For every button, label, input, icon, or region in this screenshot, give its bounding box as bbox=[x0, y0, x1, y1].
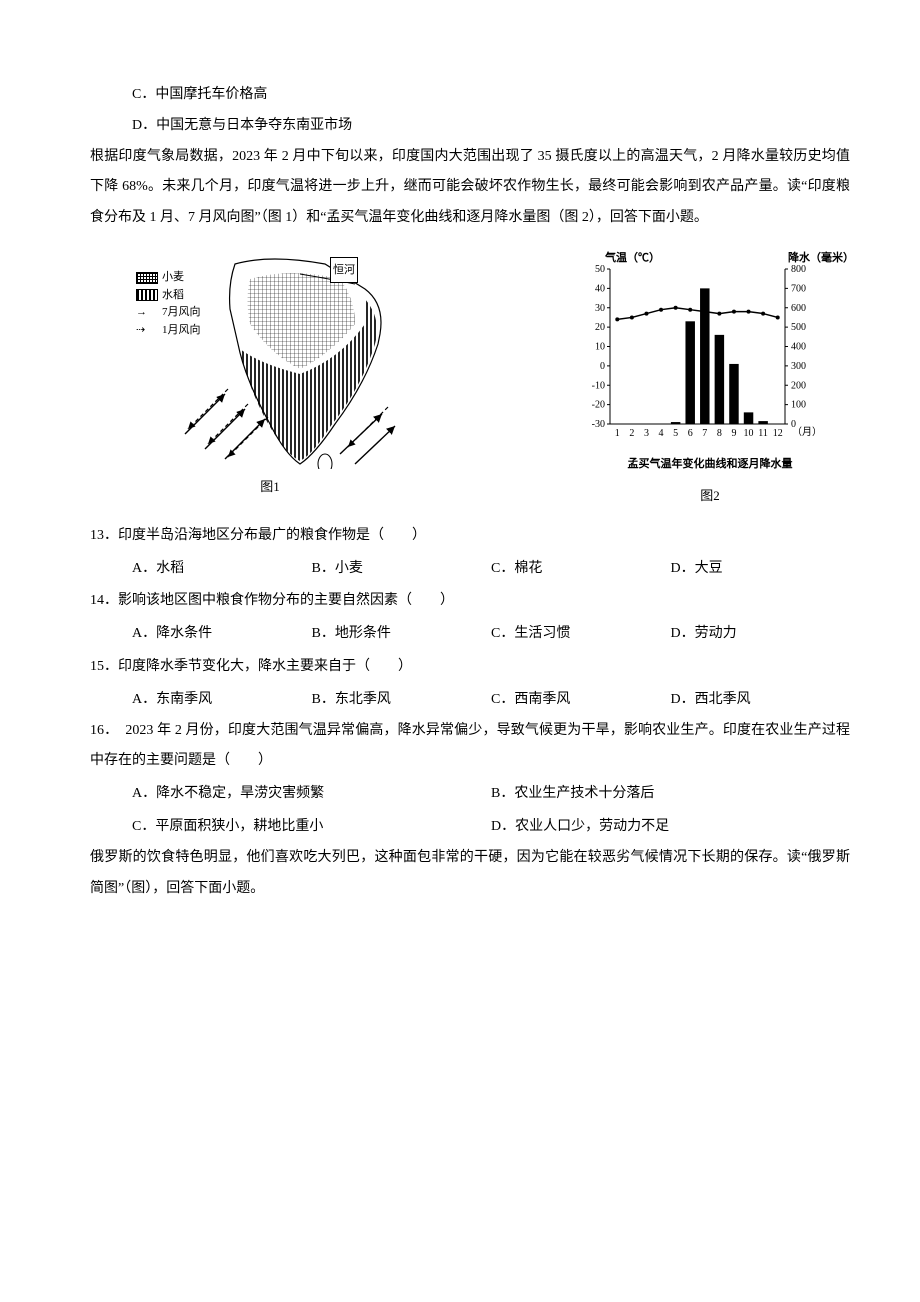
svg-text:11: 11 bbox=[758, 428, 768, 439]
q15-c: C．西南季风 bbox=[491, 685, 671, 716]
question-13: 13．印度半岛沿海地区分布最广的粮食作物是（ ） bbox=[90, 521, 850, 552]
svg-text:10: 10 bbox=[595, 341, 605, 352]
q15-a: A．东南季风 bbox=[132, 685, 312, 716]
legend-jan-wind: ⇢ 1月风向 bbox=[136, 322, 201, 340]
figure1-caption: 图1 bbox=[260, 473, 280, 502]
svg-text:5: 5 bbox=[673, 428, 678, 439]
figure-2: 气温（℃） 降水（毫米） -30-20-1001020304050 010020… bbox=[570, 249, 850, 511]
q14-options: A．降水条件 B．地形条件 C．生活习惯 D．劳动力 bbox=[90, 619, 850, 650]
legend-jan-label: 1月风向 bbox=[162, 322, 201, 340]
svg-text:300: 300 bbox=[791, 361, 806, 372]
q16-b: B．农业生产技术十分落后 bbox=[491, 779, 850, 810]
svg-text:9: 9 bbox=[731, 428, 736, 439]
legend-wheat-label: 小麦 bbox=[162, 269, 184, 287]
precip-axis-title: 降水（毫米） bbox=[788, 250, 850, 264]
q13-d: D．大豆 bbox=[671, 554, 851, 585]
svg-text:6: 6 bbox=[688, 428, 693, 439]
figure2-caption: 图2 bbox=[700, 482, 720, 511]
svg-text:4: 4 bbox=[659, 428, 664, 439]
option-12d: D．中国无意与日本争夺东南亚市场 bbox=[90, 111, 850, 142]
q14-a: A．降水条件 bbox=[132, 619, 312, 650]
svg-text:10: 10 bbox=[744, 428, 754, 439]
arrow-dashed-icon: ⇢ bbox=[136, 322, 158, 340]
svg-text:-10: -10 bbox=[592, 380, 605, 391]
svg-text:3: 3 bbox=[644, 428, 649, 439]
wheat-pattern-icon bbox=[136, 272, 158, 284]
figures-row: 小麦 水稻 → 7月风向 ⇢ 1月风向 恒河 bbox=[130, 249, 850, 511]
svg-text:200: 200 bbox=[791, 380, 806, 391]
q13-b: B．小麦 bbox=[312, 554, 492, 585]
x-unit: （月） bbox=[792, 426, 822, 438]
q16-d: D．农业人口少，劳动力不足 bbox=[491, 812, 850, 843]
svg-text:12: 12 bbox=[773, 428, 783, 439]
svg-text:-30: -30 bbox=[592, 419, 605, 430]
svg-text:20: 20 bbox=[595, 322, 605, 333]
svg-text:800: 800 bbox=[791, 264, 806, 275]
legend-rice: 水稻 bbox=[136, 287, 201, 305]
legend-wheat: 小麦 bbox=[136, 269, 201, 287]
india-map: 小麦 水稻 → 7月风向 ⇢ 1月风向 恒河 bbox=[130, 249, 410, 469]
mumbai-chart-svg: 气温（℃） 降水（毫米） -30-20-1001020304050 010020… bbox=[570, 249, 850, 449]
svg-text:1: 1 bbox=[615, 428, 620, 439]
arrow-solid-icon: → bbox=[136, 304, 158, 322]
svg-text:700: 700 bbox=[791, 283, 806, 294]
svg-text:600: 600 bbox=[791, 303, 806, 314]
q14-c: C．生活习惯 bbox=[491, 619, 671, 650]
q16-a: A．降水不稳定，旱涝灾害频繁 bbox=[132, 779, 491, 810]
q16-options-row1: A．降水不稳定，旱涝灾害频繁 B．农业生产技术十分落后 bbox=[90, 779, 850, 810]
svg-text:100: 100 bbox=[791, 400, 806, 411]
q14-d: D．劳动力 bbox=[671, 619, 851, 650]
svg-text:8: 8 bbox=[717, 428, 722, 439]
q14-b: B．地形条件 bbox=[312, 619, 492, 650]
question-14: 14．影响该地区图中粮食作物分布的主要自然因素（ ） bbox=[90, 586, 850, 617]
legend-july-label: 7月风向 bbox=[162, 304, 201, 322]
q13-c: C．棉花 bbox=[491, 554, 671, 585]
question-16: 16． 2023 年 2 月份，印度大范围气温异常偏高，降水异常偏少，导致气候更… bbox=[90, 716, 850, 778]
svg-text:2: 2 bbox=[629, 428, 634, 439]
option-12c: C．中国摩托车价格高 bbox=[90, 80, 850, 111]
mumbai-chart-caption: 孟买气温年变化曲线和逐月降水量 bbox=[628, 452, 793, 476]
figure-1: 小麦 水稻 → 7月风向 ⇢ 1月风向 恒河 bbox=[130, 249, 410, 502]
svg-text:7: 7 bbox=[702, 428, 707, 439]
svg-text:30: 30 bbox=[595, 303, 605, 314]
legend-rice-label: 水稻 bbox=[162, 287, 184, 305]
svg-text:-20: -20 bbox=[592, 400, 605, 411]
river-label: 恒河 bbox=[330, 257, 358, 283]
q15-b: B．东北季风 bbox=[312, 685, 492, 716]
svg-text:40: 40 bbox=[595, 283, 605, 294]
q16-c: C．平原面积狭小，耕地比重小 bbox=[132, 812, 491, 843]
svg-text:400: 400 bbox=[791, 341, 806, 352]
svg-text:500: 500 bbox=[791, 322, 806, 333]
passage-russia: 俄罗斯的饮食特色明显，他们喜欢吃大列巴，这种面包非常的干硬，因为它能在较恶劣气候… bbox=[90, 843, 850, 905]
svg-text:0: 0 bbox=[600, 361, 605, 372]
legend-july-wind: → 7月风向 bbox=[136, 304, 201, 322]
q13-a: A．水稻 bbox=[132, 554, 312, 585]
svg-text:50: 50 bbox=[595, 264, 605, 275]
map-legend: 小麦 水稻 → 7月风向 ⇢ 1月风向 bbox=[136, 269, 201, 339]
q13-options: A．水稻 B．小麦 C．棉花 D．大豆 bbox=[90, 554, 850, 585]
rice-pattern-icon bbox=[136, 289, 158, 301]
q15-options: A．东南季风 B．东北季风 C．西南季风 D．西北季风 bbox=[90, 685, 850, 716]
mumbai-chart: 气温（℃） 降水（毫米） -30-20-1001020304050 010020… bbox=[570, 249, 850, 449]
question-15: 15．印度降水季节变化大，降水主要来自于（ ） bbox=[90, 652, 850, 683]
q16-options-row2: C．平原面积狭小，耕地比重小 D．农业人口少，劳动力不足 bbox=[90, 812, 850, 843]
passage-india: 根据印度气象局数据，2023 年 2 月中下旬以来，印度国内大范围出现了 35 … bbox=[90, 142, 850, 234]
q15-d: D．西北季风 bbox=[671, 685, 851, 716]
temp-axis-title: 气温（℃） bbox=[604, 250, 660, 264]
